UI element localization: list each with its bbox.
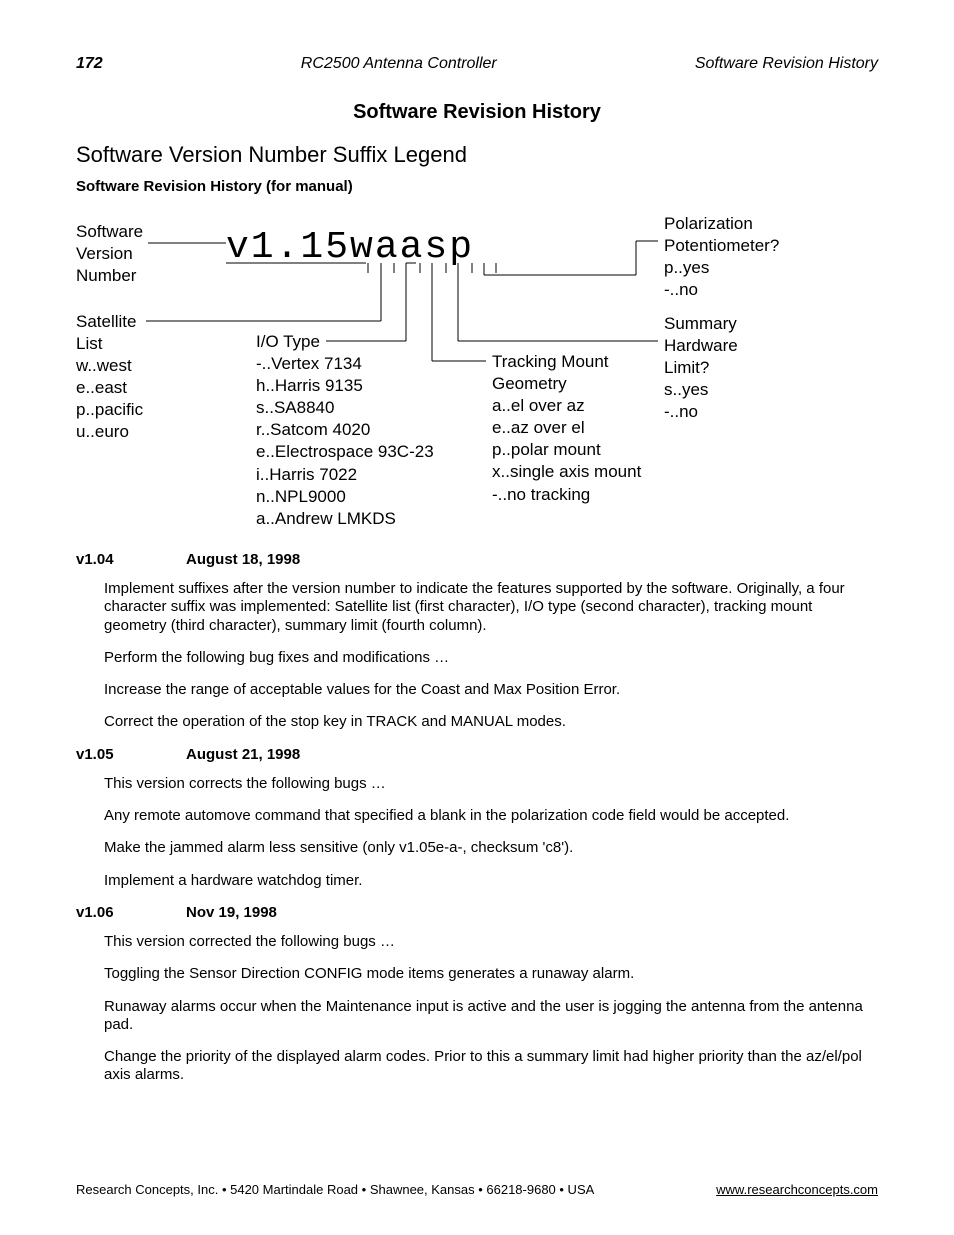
entry-paragraph: Increase the range of acceptable values …	[104, 681, 878, 699]
version-code: v1.15waasp	[226, 223, 474, 272]
entry-paragraph: Runaway alarms occur when the Maintenanc…	[104, 998, 878, 1035]
subtitle: Software Version Number Suffix Legend	[76, 142, 878, 168]
revision-entries: v1.04August 18, 1998 Implement suffixes a…	[76, 551, 878, 1085]
entry-paragraph: Any remote automove command that specifi…	[104, 807, 878, 825]
page: 172 RC2500 Antenna Controller Software R…	[0, 0, 954, 1235]
page-title: Software Revision History	[76, 101, 878, 124]
entry-body: Implement suffixes after the version num…	[76, 580, 878, 732]
entry-header: v1.04August 18, 1998	[76, 551, 878, 568]
entry-paragraph: Change the priority of the displayed ala…	[104, 1048, 878, 1085]
entry-paragraph: Perform the following bug fixes and modi…	[104, 649, 878, 667]
footer-url: www.researchconcepts.com	[716, 1182, 878, 1197]
entry-paragraph: Make the jammed alarm less sensitive (on…	[104, 839, 878, 857]
entry-version: v1.04	[76, 551, 186, 568]
footer-left: Research Concepts, Inc. • 5420 Martindal…	[76, 1182, 594, 1197]
header-center: RC2500 Antenna Controller	[301, 55, 497, 73]
header-right: Software Revision History	[695, 55, 878, 73]
entry-paragraph: Implement a hardware watchdog timer.	[104, 872, 878, 890]
suffix-legend-diagram: v1.15waasp Software Version Number Satel…	[76, 213, 878, 543]
page-footer: Research Concepts, Inc. • 5420 Martindal…	[76, 1182, 878, 1197]
entry-paragraph: Implement suffixes after the version num…	[104, 580, 878, 635]
entry-paragraph: Toggling the Sensor Direction CONFIG mod…	[104, 965, 878, 983]
entry-paragraph: This version corrected the following bug…	[104, 933, 878, 951]
page-number: 172	[76, 55, 103, 73]
entry-header: v1.05August 21, 1998	[76, 746, 878, 763]
entry-paragraph: Correct the operation of the stop key in…	[104, 713, 878, 731]
iotype-label: I/O Type -..Vertex 7134 h..Harris 9135 s…	[256, 331, 434, 530]
svn-label: Software Version Number	[76, 221, 143, 287]
entry-paragraph: This version corrects the following bugs…	[104, 775, 878, 793]
entry-date: Nov 19, 1998	[186, 904, 277, 921]
entry-body: This version corrected the following bug…	[76, 933, 878, 1085]
summary-label: Summary Hardware Limit? s..yes -..no	[664, 313, 738, 423]
trackmount-label: Tracking Mount Geometry a..el over az e.…	[492, 351, 641, 506]
entry-date: August 21, 1998	[186, 746, 300, 763]
entry-body: This version corrects the following bugs…	[76, 775, 878, 890]
entry-date: August 18, 1998	[186, 551, 300, 568]
entry-version: v1.06	[76, 904, 186, 921]
polpot-label: Polarization Potentiometer? p..yes -..no	[664, 213, 779, 301]
satlist-label: Satellite List w..west e..east p..pacifi…	[76, 311, 143, 444]
page-header: 172 RC2500 Antenna Controller Software R…	[76, 55, 878, 73]
subsubtitle: Software Revision History (for manual)	[76, 178, 878, 195]
entry-version: v1.05	[76, 746, 186, 763]
entry-header: v1.06Nov 19, 1998	[76, 904, 878, 921]
